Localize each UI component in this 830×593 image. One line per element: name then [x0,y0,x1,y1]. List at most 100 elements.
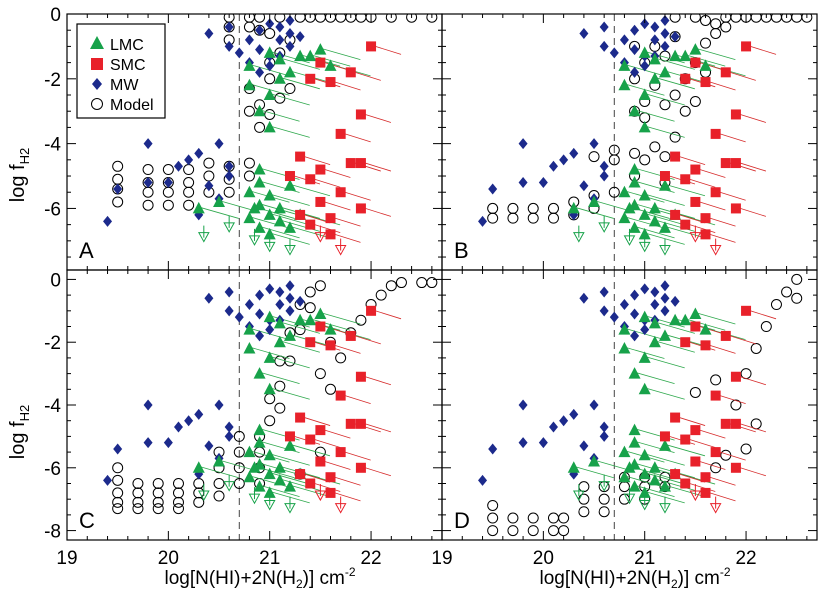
smc-point [730,158,741,169]
mw-point [488,183,498,195]
mw-point [285,27,295,39]
mw-point [173,160,183,172]
model-point [203,170,215,182]
lmc-range-line [287,443,331,457]
lmc-point [263,467,276,480]
smc-point [305,73,316,84]
model-point [112,160,124,172]
mw-point [640,60,650,72]
model-point [547,202,559,214]
lmc-point [314,307,327,319]
smc-point [295,412,306,423]
model-point [578,493,590,505]
model-point [162,199,174,211]
lmc-point [638,351,651,363]
model-point [172,496,184,508]
lmc-point [628,163,641,175]
smc-point [730,109,741,120]
lmc-range-line [622,346,665,359]
lmc-point [263,46,276,58]
mw-point [113,183,123,195]
model-point [243,157,255,169]
lmc-point [283,65,296,78]
mw-point [224,430,234,442]
smc-point [335,128,346,139]
model-point [142,164,154,176]
smc-point [335,187,346,198]
lmc-point [243,445,256,458]
lmc-range-line [642,490,685,504]
mw-point [660,280,670,292]
panel-frame [66,269,443,541]
model-point [781,286,793,298]
lmc-point [243,341,256,354]
lmc-upper-limit-arrow [623,235,636,246]
lmc-range-line [267,452,310,466]
model-point [233,430,245,442]
model-point [639,154,651,166]
model-point [112,474,124,486]
lmc-upper-limit-arrow [197,232,210,243]
model-point [487,512,499,524]
model-point [487,212,499,224]
mw-point [255,289,265,301]
lmc-range-line [318,311,361,325]
mw-point [599,305,609,317]
lmc-range-line [622,82,665,96]
lmc-point [283,179,296,191]
smc-point [670,151,681,162]
lmc-range-line [683,53,726,67]
smc-point [325,213,336,224]
model-point [527,512,539,524]
lmc-point [248,201,261,214]
lmc-point [304,313,317,326]
mw-point [163,177,173,189]
mw-point [285,40,295,52]
lmc-range-line [662,443,706,457]
model-point [142,199,154,211]
model-point [395,277,407,289]
mw-point [275,299,285,311]
lmc-upper-limit-arrow [659,503,671,514]
smc-point [700,229,711,240]
lmc-point [243,323,256,335]
lmc-range-line [652,76,695,90]
model-point [254,121,266,133]
lmc-upper-limit-arrow [263,241,276,253]
mw-point [103,474,113,486]
lmc-point [263,486,276,498]
lmc-point [679,313,692,326]
lmc-point [304,49,317,62]
model-point [801,14,813,23]
model-point [487,499,499,511]
x-tick-label: 19 [56,548,77,569]
mw-point [265,283,275,295]
lmc-range-line [642,386,685,400]
lmc-point [588,195,601,207]
lmc-point [699,59,712,71]
lmc-point [618,445,631,458]
model-point [233,462,245,474]
model-point [335,352,347,364]
lmc-point [253,163,266,175]
model-point [162,186,174,198]
lmc-range-line [267,355,310,369]
model-point [679,105,691,117]
lmc-point [588,455,601,467]
model-point [791,273,803,285]
lmc-range-line [277,76,320,90]
lmc-point [243,211,256,224]
lmc-upper-limit-arrow [263,499,276,511]
model-point [750,342,762,354]
lmc-point [638,46,651,58]
smc-point [720,418,731,429]
mw-point [630,289,640,301]
model-point [274,92,286,104]
lmc-range-line [632,108,675,122]
lmc-point [658,439,671,451]
model-point [669,131,681,143]
lmc-range-line [257,225,300,239]
model-point [527,202,539,214]
smc-point [315,57,326,68]
mw-point [285,280,295,292]
